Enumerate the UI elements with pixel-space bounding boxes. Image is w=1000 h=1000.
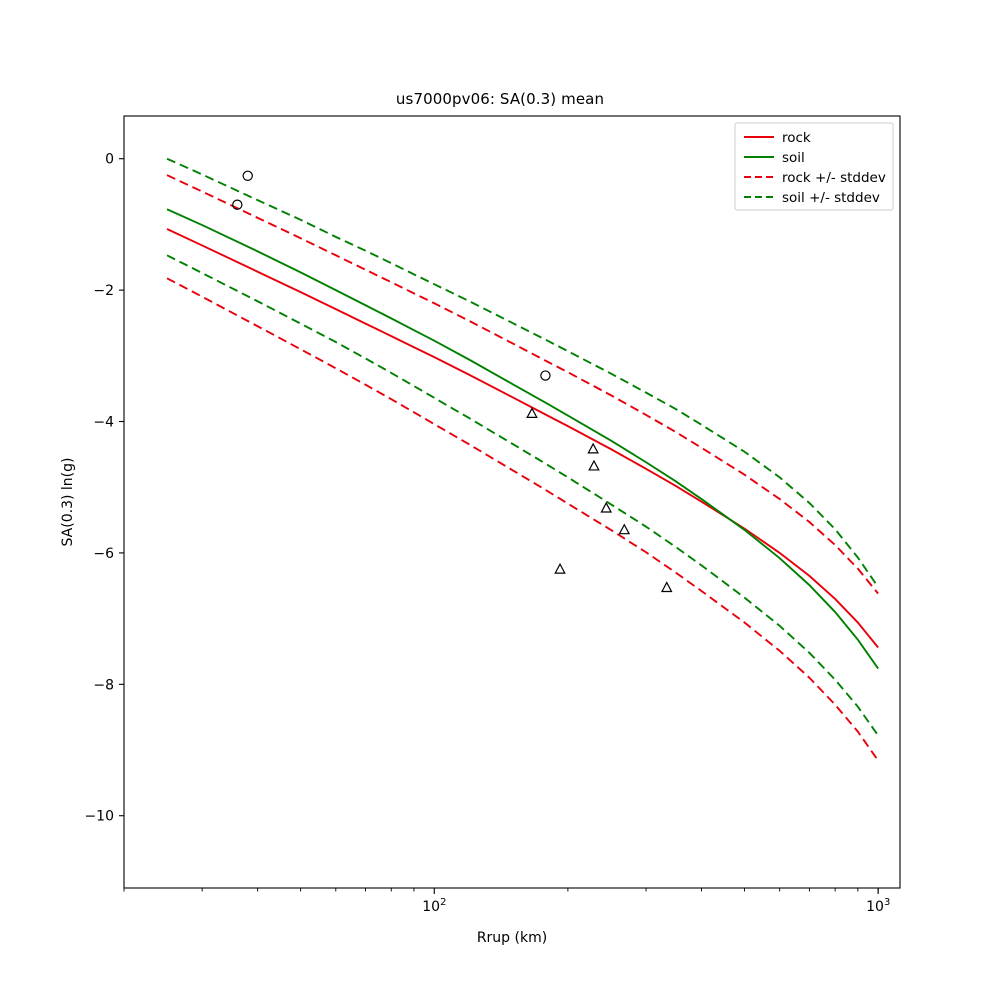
y-tick-label: −8 (93, 677, 114, 693)
data-point-triangle (526, 407, 538, 418)
legend-label: soil +/- stddev (782, 190, 880, 206)
series-line (166, 208, 879, 670)
data-point-triangle (660, 581, 673, 593)
page-title: us7000pv06: SA(0.3) mean (395, 90, 605, 108)
x-tick-label: 102 (422, 897, 446, 915)
y-tick-label: −4 (93, 415, 114, 431)
data-point-triangle (588, 459, 600, 471)
y-tick-label: −6 (93, 546, 114, 562)
data-point-triangle (618, 523, 631, 535)
data-point-triangle (600, 501, 613, 513)
legend-box (734, 122, 894, 211)
legend-label: soil (782, 150, 805, 166)
legend-label: rock (782, 130, 811, 146)
data-point-triangle (587, 442, 599, 454)
y-tick-label: 0 (105, 152, 114, 168)
series-line (166, 174, 879, 595)
x-tick-label: 103 (866, 897, 890, 915)
plot-frame (123, 115, 901, 889)
y-tick-label: −2 (93, 283, 114, 299)
data-point-circle (242, 170, 253, 181)
data-point-circle (540, 370, 551, 381)
data-point-triangle (554, 562, 566, 574)
x-axis-label: Rrup (km) (477, 930, 547, 946)
legend-label: rock +/- stddev (782, 170, 886, 186)
data-point-circle (232, 199, 243, 210)
series-line (166, 277, 879, 762)
y-tick-label: −10 (84, 809, 114, 825)
series-line (166, 254, 879, 737)
series-line (166, 157, 879, 588)
series-line (166, 228, 879, 649)
y-axis-label: SA(0.3) ln(g) (60, 458, 76, 547)
